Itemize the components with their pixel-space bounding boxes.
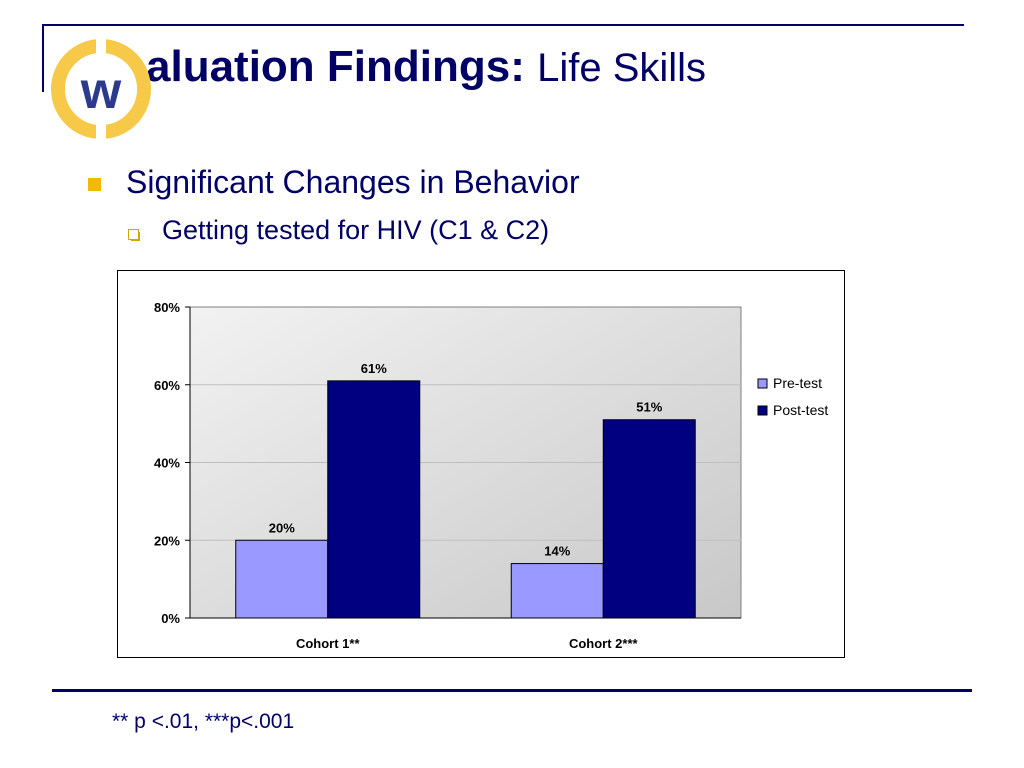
- bar: [510, 563, 604, 619]
- bullet-box-icon: [128, 229, 140, 241]
- bullet-level-2: Getting tested for HIV (C1 & C2): [162, 215, 550, 245]
- legend-swatch: [757, 378, 768, 389]
- bar-chart: 0% 20% 40% 60% 80% 20% 61% Cohort 1** 14% 51% Coho…: [117, 270, 845, 658]
- bullet-level-1: Significant Changes in Behavior: [126, 164, 580, 200]
- slide-title-bold: aluation Findings:: [146, 42, 525, 91]
- legend-label: Pre-test: [773, 375, 822, 391]
- bar: [327, 380, 421, 619]
- data-label: 20%: [269, 520, 295, 535]
- data-label: 61%: [361, 361, 387, 376]
- bar: [602, 419, 696, 619]
- data-label: 14%: [544, 544, 570, 559]
- y-tick-label: 40%: [154, 456, 180, 471]
- bar-chart-svg: 0% 20% 40% 60% 80% 20% 61% Cohort 1** 14% 51% Coho…: [154, 300, 828, 651]
- footnote: ** p <.01, ***p<.001: [112, 710, 295, 733]
- y-tick-label: 0%: [161, 611, 180, 626]
- bar: [235, 539, 329, 619]
- y-tick-label: 20%: [154, 533, 180, 548]
- data-label: 51%: [636, 400, 662, 415]
- x-category-label: Cohort 2***: [569, 636, 639, 651]
- bullet-square-icon: [88, 178, 101, 191]
- y-tick-label: 80%: [154, 300, 180, 315]
- legend-swatch: [757, 405, 768, 416]
- legend-label: Post-test: [773, 402, 828, 418]
- w-logo-icon: w: [51, 38, 151, 140]
- y-tick-label: 60%: [154, 378, 180, 393]
- logo-letter: w: [80, 62, 122, 120]
- title-frame-left-rule: [42, 24, 44, 92]
- slide-title: aluation Findings: Life Skills: [146, 42, 706, 92]
- x-category-label: Cohort 1**: [296, 636, 361, 651]
- slide-title-light: Life Skills: [537, 46, 707, 90]
- footer-rule: [52, 689, 972, 692]
- title-frame-top-rule: [42, 24, 964, 26]
